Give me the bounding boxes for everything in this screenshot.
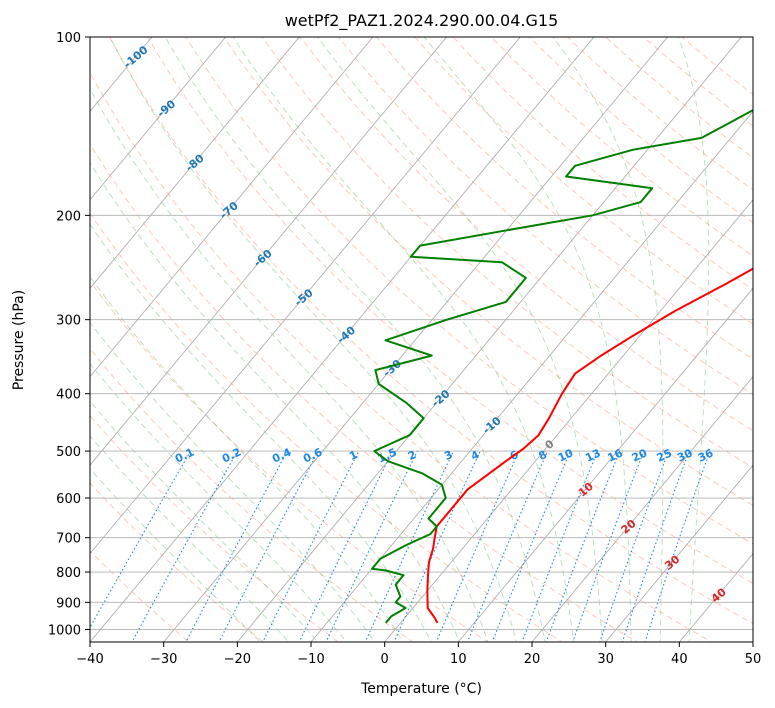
isotherm-line [90,37,227,201]
x-tick-label: 30 [597,652,614,667]
y-tick-label: 700 [56,532,81,547]
y-tick-label: 400 [56,388,81,403]
mixing-ratio-line [599,450,670,642]
profiles [371,108,753,624]
moist-adiabat-line [90,88,489,642]
mixing-ratio-label: 25 [655,446,674,464]
y-axis-label: Pressure (hPa) [11,290,27,390]
isotherm-line [90,37,448,466]
temperature-line [426,267,753,624]
plot-area: -100-90-80-70-60-50-40-30-20-10010203040… [90,37,753,642]
mixing-ratio-lines [90,450,711,642]
isotherm-line [90,37,595,642]
plot-fill [90,37,753,642]
x-axis-label: Temperature (°C) [360,681,482,697]
dewpoint-line [371,108,753,624]
isotherm-line [310,110,753,642]
mixing-ratio-line [491,450,571,642]
isotherm-line [457,287,753,642]
dry-adiabat-line [90,212,564,642]
dry-adiabat-line [223,37,753,506]
plot-frame [89,36,754,643]
dry-adiabat-line [90,280,489,642]
moist-adiabat-line [317,37,603,642]
chart-title: wetPf2_PAZ1.2024.290.00.04.G15 [285,11,559,31]
plot-background [90,37,753,642]
moist-adiabat-line [232,37,575,642]
x-tick-label: 40 [671,652,688,667]
isotherm-line [384,199,753,642]
moist-adiabat-line [90,275,404,642]
mixing-ratio-labels: 0.1 0.2 0.4 0.6 1 1.5 2 3 4 6 8 10 13 16 20 25 30 36 [173,445,716,465]
y-tick-label: 1000 [48,623,81,638]
mixing-ratio-line [644,450,711,642]
y-tick-label: 200 [56,209,81,224]
moist-adiabat-line [552,37,664,642]
mixing-ratio-label: 36 [696,446,716,464]
x-tick-label: 0 [381,652,389,667]
mixing-ratio-label: 20 [630,446,650,464]
y-tick-label: 300 [56,314,81,329]
mixing-ratio-label: 30 [675,446,695,464]
isotherm-grid [90,37,753,642]
y-axis-ticks: 100 200 300 400 500 600 700 800 900 1000 [48,31,90,638]
x-tick-label: −30 [150,652,177,667]
moist-adiabat-line [109,37,517,642]
y-tick-label: 600 [56,492,81,507]
moist-adiabat-line [90,223,432,642]
y-tick-label: 100 [56,31,81,46]
x-tick-label: −20 [224,652,251,667]
isotherm-line [90,37,374,378]
mixing-ratio-line [185,450,288,642]
dry-adiabat-line [90,415,339,642]
mixing-ratio-line [298,450,394,642]
mixing-ratio-line [218,450,319,642]
mixing-ratio-line [466,450,549,642]
mixing-ratio-label: 16 [605,446,625,464]
dry-adiabat-line [90,71,713,642]
isobar-grid [90,37,753,630]
mixing-ratio-label: 13 [583,446,602,464]
dry-adiabat-line [376,37,753,360]
dry-adiabat-line [108,37,753,625]
mixing-ratio-line [325,450,418,642]
isotherm-line [236,37,742,642]
moist-adiabat-line [90,321,376,642]
y-tick-label: 500 [56,445,81,460]
mixing-ratio-line [435,450,520,642]
moist-adiabat-line [164,37,546,642]
dry-adiabat-line [90,347,414,642]
moist-adiabat-line [677,37,710,642]
isotherm-line [90,37,521,555]
dry-adiabat-line [90,550,190,642]
x-axis-ticks: −40 −30 −20 −10 0 10 20 30 40 50 [76,642,761,667]
dry-adiabat-line [337,37,753,396]
mixing-ratio-line [621,450,690,642]
y-tick-label: 900 [56,596,81,611]
x-tick-label: 50 [745,652,762,667]
isotherm-line [90,37,300,289]
dry-adiabat-line [90,143,638,642]
moist-adiabat-line [90,363,347,642]
isotherm-line [163,37,669,642]
moist-adiabat-line [90,162,461,642]
mixing-ratio-label: 10 [556,446,576,464]
x-tick-label: 10 [450,652,467,667]
moist-adiabats [90,37,710,642]
dry-adiabat-line [147,37,753,584]
y-tick-label: 800 [56,566,81,581]
isotherm-line [531,375,753,642]
moist-adiabat-line [90,468,261,642]
x-tick-label: 20 [524,652,541,667]
x-tick-label: −40 [76,652,103,667]
isotherm-line [605,464,753,642]
x-tick-label: −10 [297,652,324,667]
mixing-ratio-line [131,450,238,642]
